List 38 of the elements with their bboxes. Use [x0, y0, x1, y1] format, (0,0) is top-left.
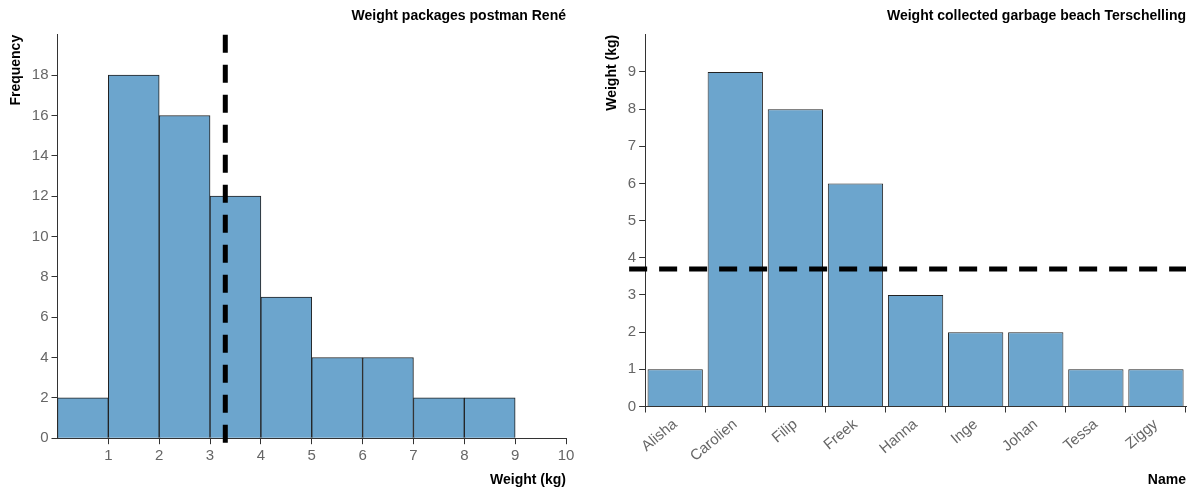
x-tick-label: 4 — [256, 446, 266, 464]
y-tick-label: 8 — [40, 266, 49, 284]
y-tick-label: 12 — [31, 186, 49, 204]
x-tick-label: 8 — [460, 446, 469, 464]
y-tick-label: 16 — [31, 105, 49, 123]
y-tick-label: 14 — [31, 145, 49, 163]
x-tick-label: 10 — [557, 446, 575, 464]
x-axis-title: Name — [1147, 471, 1187, 488]
y-tick-label: 2 — [40, 388, 49, 405]
x-tick-label: Filip — [767, 414, 800, 446]
x-tick-label: 2 — [155, 446, 164, 464]
y-tick-label: 6 — [40, 307, 49, 325]
y-tick-label: 3 — [627, 285, 637, 303]
y-tick-label: 8 — [627, 99, 637, 117]
y-tick-label: 2 — [627, 322, 637, 340]
y-axis-title: Weight (kg) — [603, 34, 620, 111]
x-tick-label: 1 — [104, 446, 113, 464]
y-tick-label: 1 — [627, 359, 637, 377]
x-tick-label: 5 — [307, 446, 316, 464]
x-tick-label: 7 — [409, 446, 418, 464]
y-tick-label: 4 — [40, 347, 49, 365]
x-tick-label: 6 — [358, 446, 367, 464]
y-tick-label: 9 — [627, 62, 637, 80]
y-tick-label: 10 — [31, 226, 49, 244]
y-tick-label: 5 — [627, 210, 637, 228]
y-tick-label: 0 — [627, 396, 637, 414]
y-tick-label: 4 — [627, 247, 637, 265]
y-axis-title: Frequency — [7, 34, 24, 106]
y-tick-label: 7 — [627, 136, 637, 154]
x-tick-label: 3 — [205, 446, 215, 464]
x-tick-label: 9 — [510, 446, 520, 464]
y-tick-label: 6 — [627, 173, 637, 191]
chart-title: Weight collected garbage beach Terschelling — [886, 7, 1186, 24]
chart-title: Weight packages postman René — [351, 7, 567, 24]
x-axis-title: Weight (kg) — [490, 471, 566, 488]
x-tick-label: Inge — [946, 414, 981, 447]
y-tick-label: 0 — [40, 428, 49, 446]
y-tick-label: 18 — [31, 65, 49, 83]
